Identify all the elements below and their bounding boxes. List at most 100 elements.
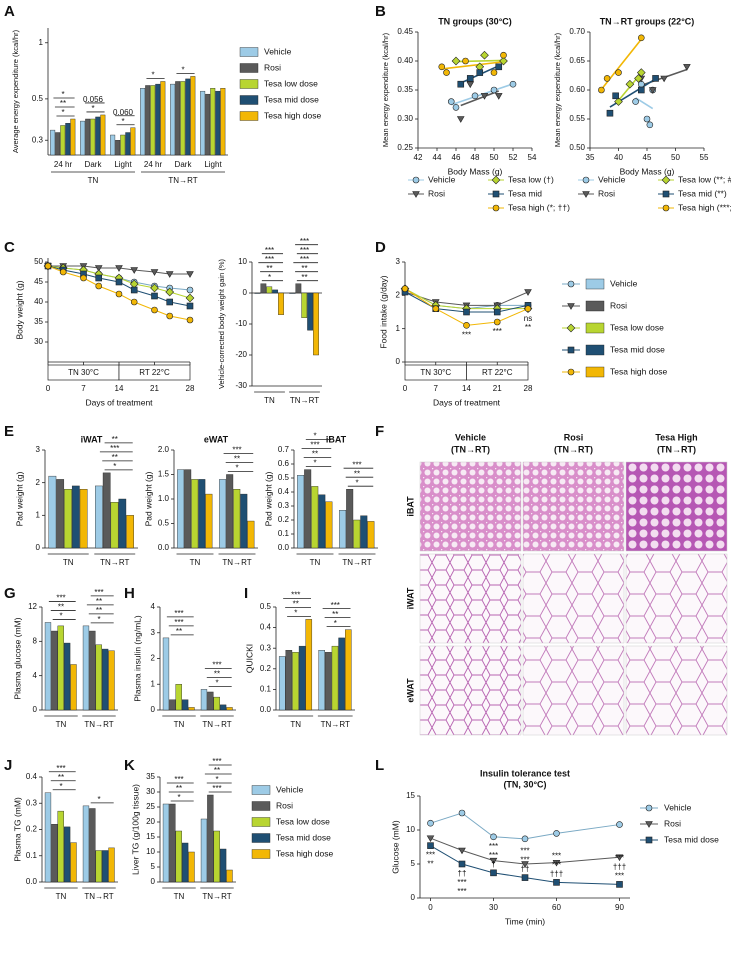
legend-swatch [239, 111, 259, 121]
significance: * [59, 782, 62, 791]
bar [331, 645, 339, 711]
y-tick-label: -20 [235, 350, 247, 359]
bar [55, 132, 61, 156]
legend-label: Tesa high dose [610, 366, 667, 376]
marker [493, 308, 501, 316]
significance: * [113, 462, 116, 471]
bar [219, 704, 227, 711]
y-axis-label: Liver TG (g/100g tissue) [130, 784, 140, 875]
significance: *** [212, 757, 221, 766]
chart-title: TN groups (30°C) [438, 16, 512, 26]
y-tick-label: 2.0 [158, 445, 170, 454]
x-tick-label: 46 [452, 153, 461, 162]
y-tick-label: 0.5 [158, 519, 170, 528]
y-tick-label: 2 [151, 654, 156, 663]
bar [108, 847, 115, 883]
marker [44, 262, 52, 270]
bar [311, 486, 319, 549]
chart-title: eWAT [204, 434, 229, 444]
marker [458, 847, 466, 855]
bar [207, 794, 214, 883]
bar [50, 129, 56, 156]
marker [636, 68, 646, 77]
x-tick-label: 24 hr [54, 160, 73, 169]
bar [346, 489, 354, 549]
phase-label: RT 22°C [482, 368, 513, 377]
bar [89, 808, 96, 883]
y-tick-label: 2 [396, 290, 401, 299]
bar [207, 691, 214, 711]
significance: *** [615, 872, 624, 881]
x-tick-label: 21 [150, 384, 159, 393]
y-tick-label: 0.4 [278, 487, 290, 496]
column-subtitle: (TN→RT) [657, 444, 696, 454]
y-axis-label: Mean energy expenditure (kcal/hr) [381, 32, 390, 147]
bar [181, 699, 189, 711]
bar [188, 851, 195, 883]
y-tick-label: 0.0 [260, 705, 272, 714]
y-tick-label: -30 [235, 381, 247, 390]
significance: *** [300, 255, 309, 264]
x-tick-label: 7 [81, 384, 86, 393]
marker [489, 857, 498, 865]
y-axis-label: Plasma glucose (mM) [12, 617, 22, 699]
histology-image [522, 461, 625, 552]
bar [345, 629, 352, 711]
bar [185, 78, 191, 156]
significance: *** [291, 590, 300, 599]
marker [451, 56, 461, 66]
y-tick-label: 1.0 [158, 494, 170, 503]
x-tick-label: 14 [115, 384, 124, 393]
significance: *** [265, 255, 274, 264]
significance: *** [174, 618, 183, 627]
y-tick-label: 0.1 [260, 685, 272, 694]
significance: *** [489, 842, 498, 851]
marker [151, 292, 158, 300]
bar [220, 88, 226, 156]
column-title: Vehicle [455, 432, 486, 442]
bar [339, 510, 347, 549]
bar [215, 90, 221, 156]
marker [582, 176, 590, 184]
bar [338, 637, 345, 711]
group-label: TN→RT [168, 176, 197, 185]
bar [70, 118, 76, 156]
column-title: Tesa High [655, 432, 697, 442]
marker [567, 346, 575, 354]
x-tick-label: TN→RT [321, 720, 350, 729]
x-tick-label: TN→RT [84, 720, 113, 729]
bar [89, 630, 96, 711]
legend-label: Tesa mid (**) [678, 188, 727, 198]
y-tick-label: 10 [146, 847, 155, 856]
legend-label: Tesa low dose [264, 78, 318, 88]
y-tick-label: 1.5 [158, 470, 170, 479]
y-tick-label: 1 [39, 38, 44, 47]
y-tick-label: 0.3 [32, 135, 44, 144]
significance: ††† [550, 869, 563, 878]
marker [115, 290, 123, 298]
y-tick-label: 0 [33, 705, 38, 714]
marker [490, 69, 498, 76]
legend-swatch [251, 833, 271, 843]
significance: *** [493, 327, 502, 336]
y-tick-label: 3 [151, 628, 156, 637]
marker [646, 121, 654, 129]
y-tick-label: 0.4 [26, 772, 38, 781]
significance: * [97, 615, 100, 624]
bar [175, 830, 182, 883]
bar [44, 792, 52, 883]
panel-letter: D [375, 239, 386, 256]
marker [648, 87, 657, 94]
marker [637, 34, 645, 42]
marker [166, 298, 174, 306]
significance: *** [552, 860, 561, 869]
x-tick-label: TN [290, 720, 301, 729]
bar [181, 842, 189, 883]
bar [298, 645, 306, 711]
significance: * [313, 432, 316, 441]
bar [240, 493, 248, 549]
x-tick-label: TN [63, 558, 74, 567]
significance: ** [96, 606, 102, 615]
y-tick-label: 0.7 [278, 445, 290, 454]
x-tick-label: 35 [586, 153, 595, 162]
